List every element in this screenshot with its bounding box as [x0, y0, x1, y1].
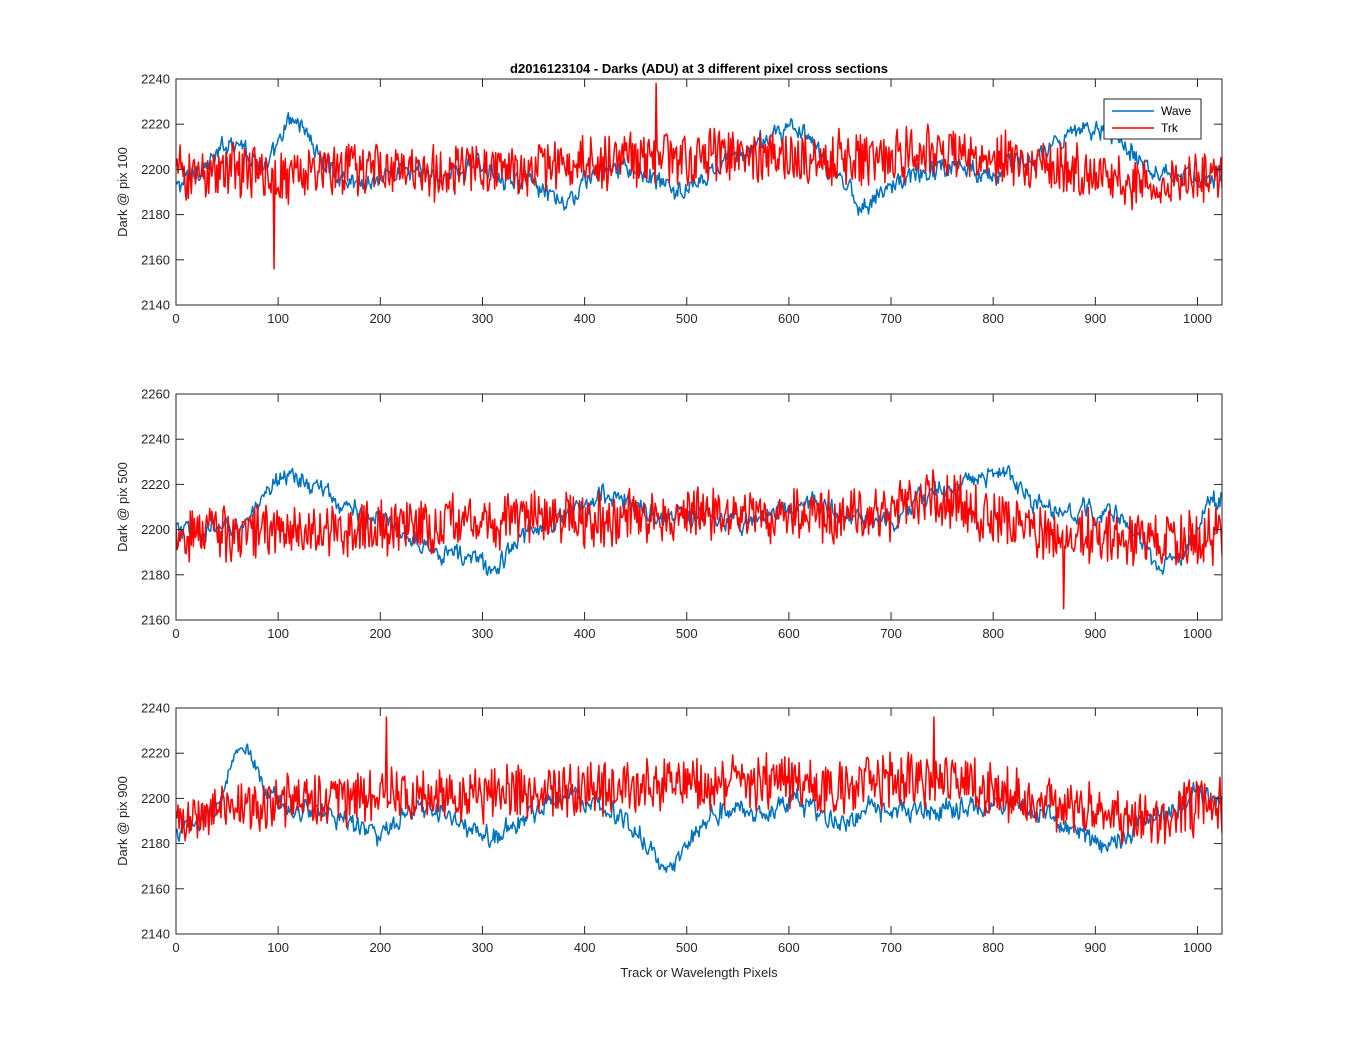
y-tick-label: 2200 — [141, 791, 170, 806]
series-line-trk — [176, 716, 1222, 845]
y-axis-label: Dark @ pix 900 — [115, 776, 130, 866]
x-tick-label: 600 — [778, 940, 800, 955]
plot-area — [176, 79, 1222, 305]
series-group — [176, 716, 1222, 873]
x-tick-label: 1000 — [1183, 626, 1212, 641]
x-tick-label: 0 — [172, 940, 179, 955]
series-line-trk — [176, 469, 1222, 610]
series-line-wave — [176, 111, 1222, 216]
x-tick-label: 800 — [982, 940, 1004, 955]
legend-label: Wave — [1161, 104, 1192, 118]
x-tick-label: 1000 — [1183, 940, 1212, 955]
x-tick-label: 200 — [369, 626, 391, 641]
x-tick-label: 1000 — [1183, 311, 1212, 326]
y-tick-label: 2200 — [141, 162, 170, 177]
x-tick-label: 700 — [880, 626, 902, 641]
legend-box — [1103, 98, 1202, 140]
x-tick-label: 800 — [982, 626, 1004, 641]
y-tick-label: 2240 — [141, 701, 170, 716]
x-tick-label: 300 — [472, 626, 494, 641]
y-tick-label: 2260 — [141, 387, 170, 402]
x-tick-label: 700 — [880, 311, 902, 326]
legend-item-trk: Trk — [1112, 121, 1179, 135]
x-tick-label: 100 — [267, 940, 289, 955]
x-tick-label: 900 — [1084, 940, 1106, 955]
y-tick-label: 2220 — [141, 746, 170, 761]
x-tick-label: 200 — [369, 940, 391, 955]
subplots: 0 100 200 300 400 500 600 700 800 900 100021402160… — [115, 72, 1223, 955]
x-tick-label: 600 — [778, 626, 800, 641]
axes-box — [175, 707, 1223, 935]
y-tick-label: 2200 — [141, 522, 170, 537]
chart-title: d2016123104 - Darks (ADU) at 3 different… — [510, 61, 888, 76]
x-tick-label: 100 — [267, 626, 289, 641]
x-tick-label: 400 — [574, 626, 596, 641]
legend-label: Trk — [1161, 121, 1179, 135]
x-tick-label: 900 — [1084, 311, 1106, 326]
x-tick-label: 100 — [267, 311, 289, 326]
y-tick-label: 2160 — [141, 613, 170, 628]
x-tick-label: 400 — [574, 311, 596, 326]
axes-box — [175, 393, 1223, 621]
series-group — [176, 465, 1222, 610]
y-tick-label: 2160 — [141, 881, 170, 896]
x-tick-label: 900 — [1084, 626, 1106, 641]
x-tick-label: 0 — [172, 626, 179, 641]
x-tick-label: 500 — [676, 311, 698, 326]
y-tick-label: 2240 — [141, 432, 170, 447]
y-axis-label: Dark @ pix 500 — [115, 462, 130, 552]
y-tick-label: 2180 — [141, 207, 170, 222]
y-tick-label: 2220 — [141, 477, 170, 492]
x-tick-label: 600 — [778, 311, 800, 326]
axes-box — [175, 78, 1223, 306]
subplot-1: 0 100 200 300 400 500 600 700 800 900 1000 2140 2160… — [115, 72, 1223, 326]
subplot-3: 0 100 200 300 400 500 600 700 800 900 1000 2140 2160… — [115, 701, 1223, 955]
subplot-2: 0 100 200 300 400 500 600 700 800 900 1000 2160 2180… — [115, 387, 1223, 641]
series-group — [176, 82, 1222, 270]
y-tick-label: 2240 — [141, 72, 170, 87]
y-tick-label: 2160 — [141, 252, 170, 267]
y-axis-label: Dark @ pix 100 — [115, 147, 130, 237]
y-tick-label: 2180 — [141, 567, 170, 582]
y-tick-label: 2140 — [141, 298, 170, 313]
x-axis-label: Track or Wavelength Pixels — [620, 965, 778, 980]
x-tick-label: 300 — [472, 311, 494, 326]
y-tick-label: 2180 — [141, 836, 170, 851]
legend-item-wave: Wave — [1112, 104, 1192, 118]
x-tick-label: 300 — [472, 940, 494, 955]
series-line-trk — [176, 82, 1222, 270]
x-tick-label: 0 — [172, 311, 179, 326]
x-tick-label: 400 — [574, 940, 596, 955]
x-tick-label: 700 — [880, 940, 902, 955]
y-tick-label: 2220 — [141, 117, 170, 132]
x-tick-label: 800 — [982, 311, 1004, 326]
legend: Wave Trk — [1103, 98, 1202, 140]
y-tick-label: 2140 — [141, 927, 170, 942]
plot-area — [176, 708, 1222, 934]
x-tick-label: 500 — [676, 940, 698, 955]
x-tick-label: 200 — [369, 311, 391, 326]
series-line-wave — [176, 743, 1222, 873]
x-tick-label: 500 — [676, 626, 698, 641]
